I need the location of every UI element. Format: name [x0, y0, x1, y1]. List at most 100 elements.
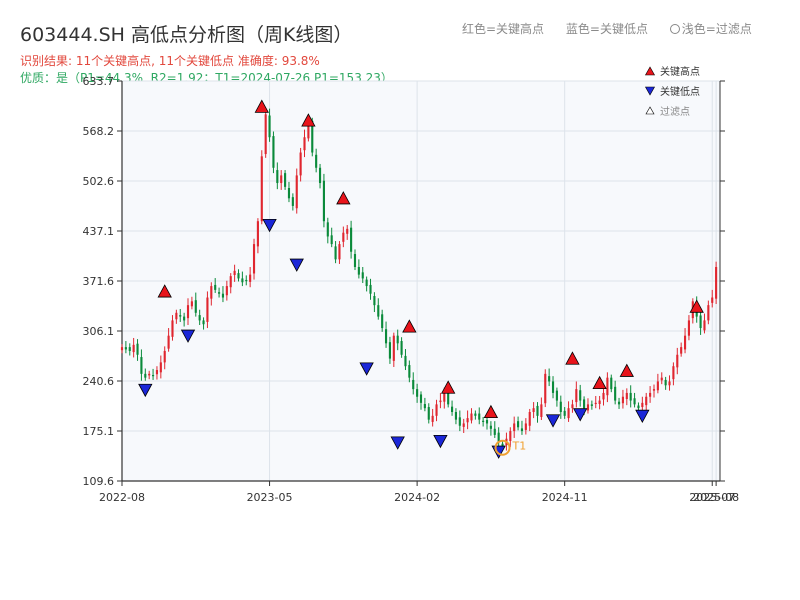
candle-body	[260, 156, 263, 222]
candle-body	[237, 273, 240, 279]
candle-body	[151, 374, 155, 377]
candle-body	[536, 405, 539, 416]
candle-body	[466, 418, 469, 423]
candle-body	[687, 320, 691, 336]
candle-body	[672, 366, 675, 380]
candle-body	[567, 408, 570, 419]
key-high-marker	[402, 319, 417, 333]
candle-body	[707, 305, 710, 321]
y-tick-label: 371.6	[83, 275, 115, 288]
chart-title: 603444.SH 高低点分析图（周K线图）	[20, 24, 353, 46]
candle-body	[396, 335, 399, 344]
t1-marker	[494, 439, 511, 456]
candle-body	[245, 279, 248, 282]
t1-label: T1	[512, 440, 527, 453]
key-high-marker	[157, 284, 172, 298]
candle-body	[381, 314, 384, 329]
candle-body	[353, 254, 357, 267]
candle-body	[284, 173, 287, 187]
candle-body	[338, 244, 341, 260]
candle-body	[680, 347, 683, 354]
candle-body	[478, 413, 481, 420]
candle-body	[450, 406, 454, 413]
key-low-marker	[262, 218, 277, 233]
candle-body	[315, 154, 318, 168]
candle-body	[268, 115, 271, 138]
candle-body	[369, 284, 372, 294]
candle-body	[532, 408, 535, 413]
key-high-marker	[592, 375, 607, 390]
candle-body	[384, 329, 388, 344]
candle-body	[120, 347, 124, 351]
candle-body	[346, 228, 349, 234]
key-low-marker	[635, 409, 650, 424]
candle-body	[493, 428, 496, 435]
key-high-marker	[483, 404, 499, 419]
candle-body	[357, 266, 360, 275]
candle-body	[361, 272, 364, 279]
candle-body	[660, 377, 663, 381]
candle-body	[249, 274, 252, 282]
x-tick-label: 2022-08	[99, 491, 145, 504]
candle-body	[617, 401, 621, 405]
candle-body	[342, 232, 345, 242]
candle-body	[594, 402, 597, 405]
legend-high-label: 关键高点	[660, 65, 700, 78]
candle-body	[431, 415, 434, 422]
y-tick-label: 502.6	[83, 175, 115, 188]
candle-body	[326, 222, 329, 237]
candle-body	[190, 301, 193, 307]
candle-body	[645, 396, 648, 406]
candle-body	[295, 175, 298, 209]
candle-body	[610, 377, 613, 390]
candle-body	[559, 401, 562, 413]
candle-body	[509, 431, 512, 442]
candle-body	[435, 404, 438, 416]
candle-body	[544, 373, 547, 404]
y-tick-label: 175.1	[83, 425, 115, 438]
candle-body	[520, 428, 524, 432]
candle-body	[377, 305, 380, 317]
candle-body	[392, 335, 395, 361]
candle-body	[454, 412, 458, 420]
key-low-marker	[573, 408, 588, 422]
candle-body	[470, 413, 473, 421]
candle-body	[513, 423, 516, 432]
candle-body	[583, 399, 586, 409]
candle-body	[485, 420, 489, 424]
candle-body	[218, 292, 221, 294]
candle-body	[649, 392, 652, 397]
candle-body	[186, 305, 190, 319]
candle-body	[419, 394, 423, 403]
candle-body	[318, 167, 322, 184]
candle-body	[575, 389, 578, 403]
x-tick-label: 2025-08	[693, 491, 739, 504]
candle-body	[299, 152, 302, 176]
candle-body	[641, 402, 644, 408]
candle-body	[229, 276, 232, 288]
candle-body	[637, 405, 640, 409]
key-low-marker	[433, 434, 448, 449]
candle-body	[256, 221, 259, 247]
candle-body	[179, 315, 182, 317]
candle-body	[629, 392, 632, 401]
candle-body	[167, 335, 170, 349]
candle-body	[551, 381, 555, 393]
key-low-marker	[545, 414, 561, 428]
result-summary: 识别结果: 11个关键高点, 11个关键低点 准确度: 93.8%	[20, 54, 320, 68]
candle-body	[579, 390, 582, 401]
candle-body	[563, 410, 566, 416]
candle-body	[606, 377, 609, 396]
legend-filtered-label: 过滤点	[660, 105, 690, 118]
candle-body	[322, 180, 325, 222]
candle-body	[540, 404, 543, 417]
key-low-marker	[390, 436, 405, 450]
candle-body	[412, 379, 415, 390]
candle-body	[621, 396, 624, 404]
candle-body	[365, 279, 368, 287]
legend-light-label: 浅色=过滤点	[681, 22, 752, 36]
candle-body	[272, 136, 275, 168]
candle-body	[291, 197, 294, 206]
candle-body	[210, 286, 213, 299]
